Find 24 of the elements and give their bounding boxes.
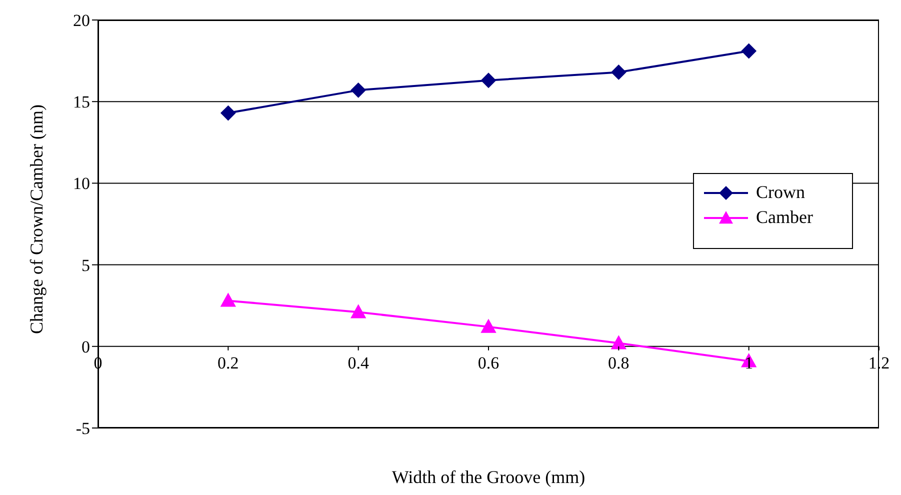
x-tick-label: 0.6 bbox=[478, 353, 500, 372]
x-axis-title: Width of the Groove (mm) bbox=[392, 466, 586, 487]
point bbox=[350, 82, 366, 98]
point bbox=[350, 304, 366, 318]
point bbox=[220, 106, 236, 121]
y-tick-label: 5 bbox=[82, 256, 90, 275]
x-tick-label: 0.8 bbox=[608, 353, 630, 372]
point bbox=[611, 336, 626, 350]
x-tick-label: 0.2 bbox=[218, 353, 239, 372]
point bbox=[611, 64, 626, 80]
y-tick-label: 15 bbox=[73, 92, 90, 112]
x-tick-label: 1 bbox=[744, 353, 754, 372]
y-tick-label: 10 bbox=[73, 174, 90, 194]
y-axis-title: Change of Crown/Camber (nm) bbox=[26, 104, 46, 334]
y-tick-label: 20 bbox=[73, 11, 90, 30]
legend-label: Crown bbox=[756, 182, 805, 203]
point bbox=[481, 72, 496, 88]
point bbox=[741, 44, 756, 59]
y-tick-label: 0 bbox=[82, 337, 90, 356]
point bbox=[220, 293, 236, 307]
legend-label: Camber bbox=[756, 207, 813, 228]
point bbox=[481, 319, 496, 333]
x-tick-label: 0.4 bbox=[348, 353, 370, 372]
y-tick-label: -5 bbox=[76, 419, 90, 438]
